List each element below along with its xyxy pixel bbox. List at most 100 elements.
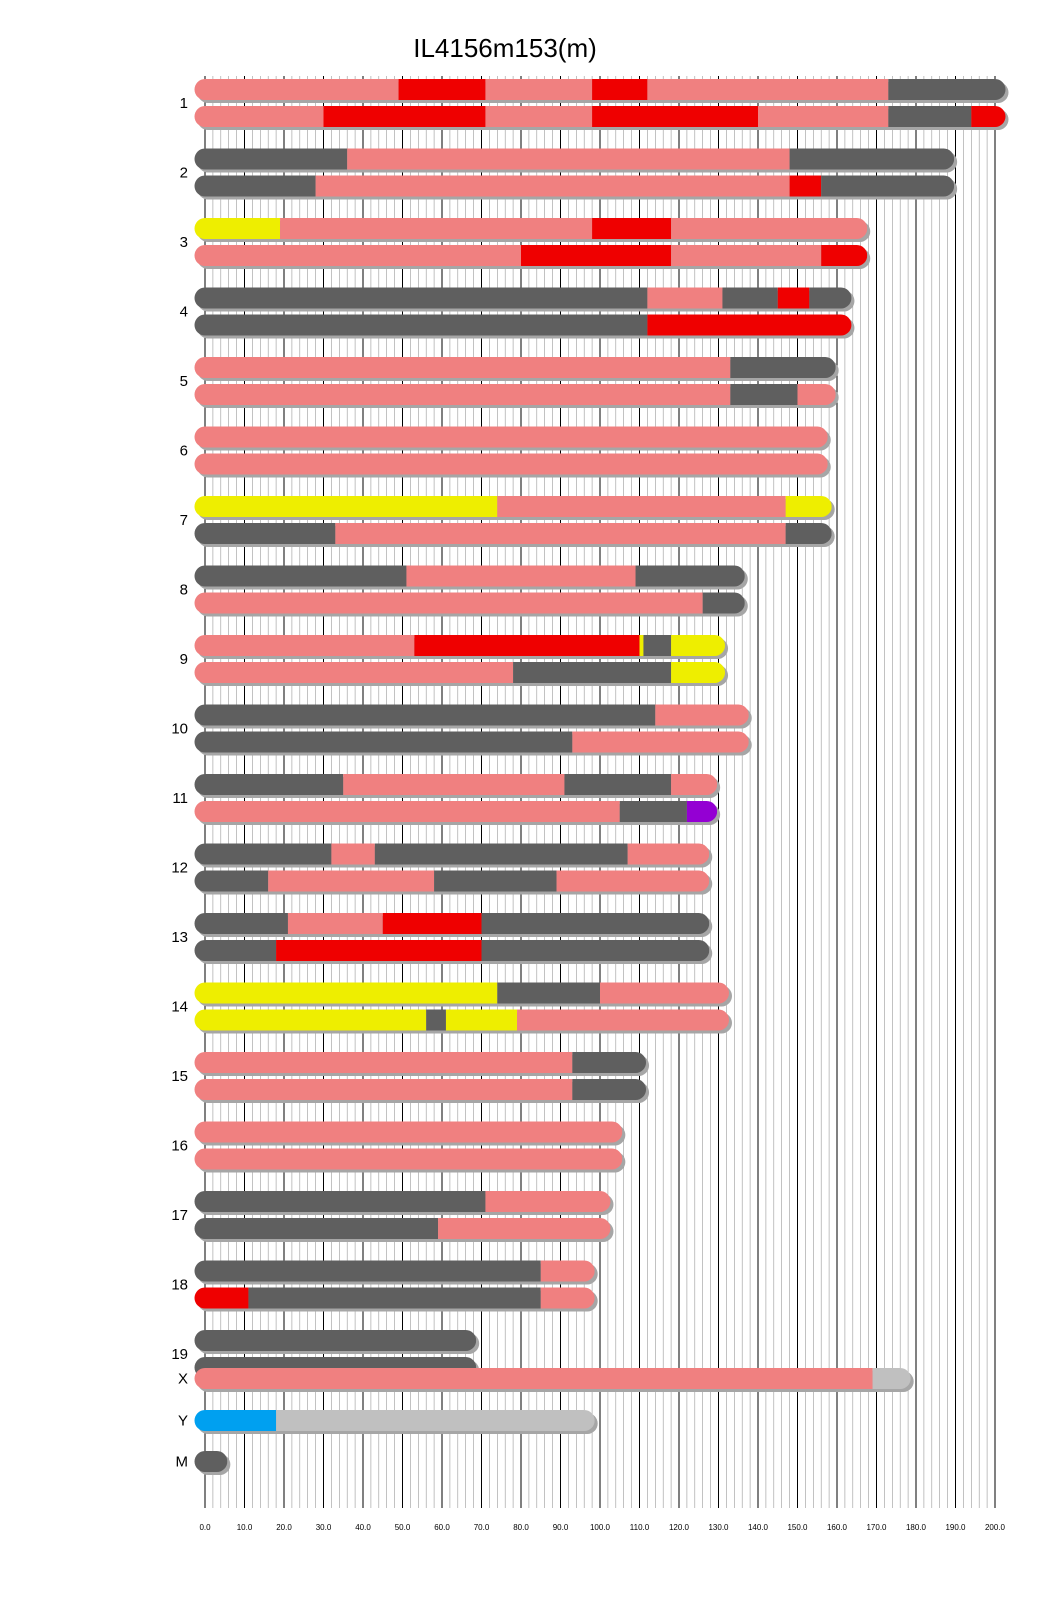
segment-gray <box>572 1079 647 1100</box>
segment-gray <box>722 287 778 309</box>
segment-gray <box>809 287 852 309</box>
segment-pink <box>671 218 868 239</box>
segment-gray <box>194 1191 486 1212</box>
chromosome-label: Y <box>178 1413 188 1430</box>
chromosome-label: 19 <box>171 1346 188 1363</box>
strand <box>194 1368 911 1389</box>
x-tick-label: 160.0 <box>827 1523 848 1532</box>
chromosome-1: 1 <box>180 79 1009 130</box>
strand <box>194 913 710 934</box>
chromosome-11: 11 <box>172 774 721 825</box>
chromosome-label: 13 <box>171 929 188 946</box>
segment-gray <box>374 843 628 865</box>
x-tick-label: 200.0 <box>985 1523 1006 1532</box>
chromosome-label: 18 <box>171 1277 188 1294</box>
segment-gray <box>194 731 573 753</box>
segment-pink <box>406 565 636 587</box>
strand <box>194 245 868 266</box>
segment-gray <box>497 982 600 1004</box>
segment-gray <box>194 1451 228 1472</box>
segment-yellow <box>639 635 644 656</box>
segment-pink <box>194 453 828 475</box>
segment-pink <box>485 79 593 100</box>
x-tick-label: 110.0 <box>630 1523 650 1532</box>
segment-gray <box>821 175 955 197</box>
chromosome-label: 1 <box>180 95 188 112</box>
segment-red <box>398 79 486 100</box>
chart-title: IL4156m153(m) <box>413 33 597 63</box>
segment-pink <box>627 843 710 865</box>
x-tick-label: 190.0 <box>945 1523 966 1532</box>
segment-red <box>194 1287 249 1309</box>
chromosome-M: M <box>176 1451 231 1475</box>
segment-gray <box>194 1260 541 1282</box>
chromosome-15: 15 <box>171 1052 650 1103</box>
chromosome-8: 8 <box>180 565 748 617</box>
segment-gray <box>785 523 832 544</box>
segment-pink <box>497 496 786 517</box>
segment-red <box>971 106 1006 127</box>
segment-pink <box>517 1009 729 1031</box>
segment-yellow <box>785 496 832 517</box>
segment-gray <box>194 1218 439 1239</box>
segment-pink <box>556 870 710 892</box>
segment-pink <box>194 1148 623 1170</box>
segment-lightgray <box>276 1410 595 1431</box>
strand <box>194 940 710 961</box>
segment-yellow <box>671 635 726 656</box>
segment-blue <box>194 1410 277 1431</box>
strand <box>194 106 1006 127</box>
segment-gray <box>194 774 344 795</box>
segment-pink <box>194 1079 573 1100</box>
segment-pink <box>194 1121 623 1143</box>
strand <box>194 870 710 892</box>
segment-red <box>323 106 486 127</box>
segment-pink <box>671 774 718 795</box>
strand <box>194 801 718 822</box>
strand <box>194 1052 647 1073</box>
strand <box>194 314 852 336</box>
segment-pink <box>572 731 749 753</box>
strand <box>194 635 726 656</box>
segment-gray <box>426 1009 446 1031</box>
chromosome-label: 3 <box>180 234 188 251</box>
segment-pink <box>194 245 521 266</box>
strand <box>194 1121 623 1143</box>
segment-pink <box>647 287 723 309</box>
chromosome-label: 5 <box>180 373 188 390</box>
chromosome-label: M <box>176 1454 189 1471</box>
segment-pink <box>438 1218 611 1239</box>
segment-yellow <box>194 218 281 239</box>
segment-gray <box>635 565 745 587</box>
segment-yellow <box>194 1009 427 1031</box>
chromosome-label: 11 <box>172 790 188 807</box>
strand <box>194 1079 647 1100</box>
strand <box>194 357 836 378</box>
segment-gray <box>888 79 1006 100</box>
strand <box>194 426 828 448</box>
segment-pink <box>194 635 415 656</box>
segment-pink <box>485 1191 611 1212</box>
chromosome-14: 14 <box>171 982 732 1034</box>
segment-gray <box>572 1052 647 1073</box>
segment-gray <box>730 357 836 378</box>
chromosome-label: 10 <box>171 721 188 738</box>
segment-gray <box>194 314 648 336</box>
segment-red <box>592 79 648 100</box>
x-tick-label: 10.0 <box>237 1523 253 1532</box>
segment-red <box>647 314 852 336</box>
segment-pink <box>268 870 435 892</box>
strand <box>194 774 718 795</box>
chromosome-18: 18 <box>171 1260 598 1312</box>
x-axis-ticks: 0.0 10.0 20.0 30.0 40.0 50.0 60.0 70.0 80.0 90.0 1… <box>199 1523 1005 1532</box>
chromosome-6: 6 <box>180 426 831 478</box>
x-tick-label: 0.0 <box>199 1523 211 1532</box>
strand <box>194 1410 595 1431</box>
segment-pink <box>194 592 703 614</box>
x-tick-label: 20.0 <box>276 1523 292 1532</box>
chromosome-3: 3 <box>180 218 871 269</box>
strand <box>194 453 828 475</box>
segment-gray <box>434 870 557 892</box>
segment-gray <box>248 1287 541 1309</box>
